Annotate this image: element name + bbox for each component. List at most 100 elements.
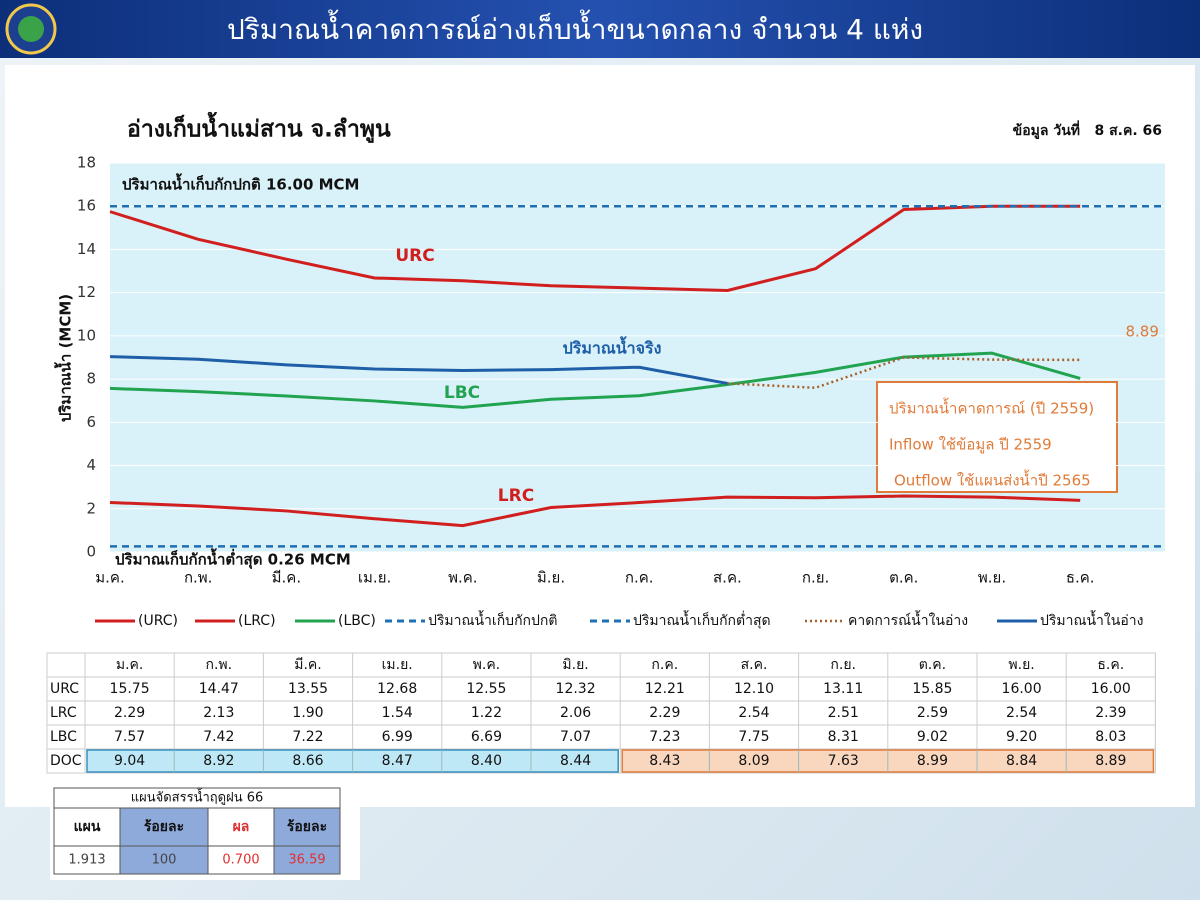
table-cell: 6.99: [382, 729, 413, 745]
x-tick-label: ก.พ.: [184, 569, 213, 587]
table-header: พ.ค.: [473, 657, 501, 673]
plan-value: 0.700: [222, 853, 259, 868]
table-cell: 6.69: [471, 729, 502, 745]
table-header: ม.ค.: [116, 657, 144, 673]
y-tick-label: 6: [86, 413, 96, 431]
series-line: [109, 494, 1081, 528]
forecast-note-box: [876, 381, 1118, 493]
header-title: ปริมาณน้ำคาดการณ์อ่างเก็บน้ำขนาดกลาง จำน…: [227, 9, 923, 46]
y-tick-label: 18: [77, 154, 96, 172]
plan-value: 100: [152, 853, 177, 868]
plan-value-cell: [207, 845, 275, 875]
legend-label: (URC): [138, 613, 178, 629]
plan-value: 1.913: [68, 853, 105, 868]
table-cell: 12.55: [466, 681, 506, 697]
x-tick-label: ม.ค.: [95, 569, 124, 587]
series-line: [727, 356, 1081, 390]
table-header: มี.ค.: [294, 657, 322, 673]
legend-label: ปริมาณน้ำเก็บกักต่ำสุด: [633, 610, 771, 629]
plan-header-cell: [53, 807, 121, 847]
table-row-label: LRC: [50, 705, 77, 721]
table-cell: 8.92: [203, 753, 234, 769]
y-tick-label: 4: [86, 456, 96, 474]
plan-value-cell: [273, 845, 341, 875]
table-cell: 9.04: [114, 753, 145, 769]
x-tick-label: ธ.ค.: [1066, 569, 1095, 587]
table-cell: 9.02: [917, 729, 948, 745]
table-cell: 14.47: [199, 681, 239, 697]
date-label: ข้อมูล วันที่: [1013, 120, 1080, 139]
table-header: ก.ค.: [651, 657, 678, 673]
x-tick-label: พ.ย.: [978, 569, 1006, 587]
table-cell: 2.59: [917, 705, 948, 721]
table-cell: 8.66: [292, 753, 323, 769]
x-tick-label: ก.ค.: [625, 569, 654, 587]
legend-label: คาดการณ์น้ำในอ่าง: [848, 610, 968, 629]
y-tick-label: 8: [86, 370, 96, 388]
legend-label: (LBC): [338, 613, 376, 629]
annotation: ปริมาณเก็บกักน้ำต่ำสุด 0.26 MCM: [115, 548, 351, 570]
table-cell: 8.89: [1095, 753, 1126, 769]
plan-header-cell: [273, 807, 341, 847]
x-tick-label: มี.ค.: [272, 569, 301, 587]
table-cell: 13.55: [288, 681, 328, 697]
annotation: ปริมาณน้ำเก็บกักปกติ 16.00 MCM: [122, 173, 359, 194]
table-cell: 2.54: [1006, 705, 1037, 721]
plan-header: ร้อยละ: [144, 819, 184, 835]
table-cell: 8.84: [1006, 753, 1037, 769]
annotation: LBC: [444, 383, 480, 403]
y-tick-label: 10: [77, 326, 96, 344]
x-tick-label: ก.ย.: [802, 569, 829, 587]
table-cell: 8.03: [1095, 729, 1126, 745]
table-header: เม.ย.: [382, 657, 413, 673]
plan-value-cell: [53, 845, 121, 875]
x-tick-label: เม.ย.: [358, 569, 391, 587]
table-cell: 8.31: [828, 729, 859, 745]
y-tick-label: 0: [86, 543, 96, 561]
annotation: LRC: [498, 486, 534, 506]
chart-title: อ่างเก็บน้ำแม่สาน จ.ลำพูน: [127, 112, 391, 144]
table-cell: 8.43: [649, 753, 680, 769]
table-cell: 16.00: [1002, 681, 1042, 697]
x-tick-label: พ.ค.: [448, 569, 477, 587]
table-cell: 1.90: [292, 705, 323, 721]
series-line: [109, 204, 1081, 293]
plan-header: ผล: [233, 819, 250, 835]
y-tick-label: 2: [86, 499, 96, 517]
table-cell: 13.11: [823, 681, 863, 697]
table-cell: 7.42: [203, 729, 234, 745]
table-cell: 7.63: [828, 753, 859, 769]
table-header: ส.ค.: [741, 657, 768, 673]
table-cell: 2.06: [560, 705, 591, 721]
y-tick-label: 14: [77, 240, 96, 258]
table-cell: 8.99: [917, 753, 948, 769]
y-tick-label: 16: [77, 197, 96, 215]
plan-title: แผนจัดสรรน้ำฤดูฝน 66: [131, 788, 264, 806]
annotation: URC: [395, 246, 434, 266]
table-cell: 2.29: [114, 705, 145, 721]
series-line: [109, 351, 1081, 409]
table-cell: 2.51: [828, 705, 859, 721]
table-cell: 12.68: [377, 681, 417, 697]
plan-header: แผน: [74, 819, 101, 835]
table-cell: 1.22: [471, 705, 502, 721]
table-cell: 7.07: [560, 729, 591, 745]
table-header: ก.พ.: [205, 657, 232, 673]
table-cell: 8.44: [560, 753, 591, 769]
table-cell: 7.75: [738, 729, 769, 745]
table-header: มิ.ย.: [562, 657, 588, 673]
date: 8 ส.ค. 66: [1094, 123, 1162, 139]
table-cell: 9.20: [1006, 729, 1037, 745]
plan-value-cell: [119, 845, 209, 875]
table-header: ธ.ค.: [1097, 657, 1124, 673]
forecast-note: Outflow ใช้แผนส่งน้ำปี 2565: [894, 470, 1091, 490]
table-cell: 1.54: [382, 705, 413, 721]
legend-label: ปริมาณน้ำเก็บกักปกติ: [428, 610, 557, 629]
x-tick-label: ส.ค.: [713, 569, 742, 587]
forecast-note: Inflow ใช้ข้อมูล ปี 2559: [889, 436, 1052, 454]
header-bar: [0, 0, 1200, 58]
table-cell: 7.22: [292, 729, 323, 745]
table-header: ต.ค.: [919, 657, 946, 673]
legend-label: ปริมาณน้ำในอ่าง: [1040, 610, 1143, 629]
table-cell: 12.10: [734, 681, 774, 697]
